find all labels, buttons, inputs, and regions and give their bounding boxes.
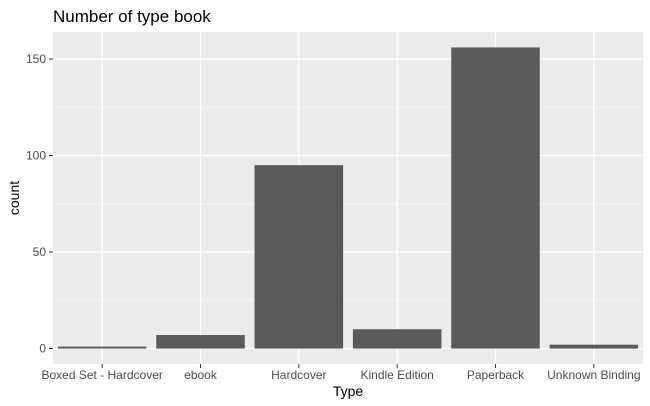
x-tick-label: Paperback xyxy=(467,368,525,382)
chart-title: Number of type book xyxy=(53,7,211,26)
bar xyxy=(57,346,147,349)
x-tick-label: ebook xyxy=(184,368,218,382)
y-axis: 0 50 100 150 xyxy=(26,52,53,356)
x-tick-label: Kindle Edition xyxy=(360,368,433,382)
x-axis: Boxed Set - Hardcover ebook Hardcover Kindl… xyxy=(41,364,641,382)
bar xyxy=(352,329,442,349)
x-tick-label: Boxed Set - Hardcover xyxy=(41,368,162,382)
y-tick-label: 50 xyxy=(33,245,47,259)
bars xyxy=(57,47,639,349)
bar xyxy=(451,47,540,349)
y-tick-label: 100 xyxy=(26,149,46,163)
y-axis-title: count xyxy=(6,181,22,215)
x-tick-label: Hardcover xyxy=(271,368,326,382)
plot-panel xyxy=(53,32,643,364)
x-tick-label: Unknown Binding xyxy=(547,368,640,382)
y-tick-label: 150 xyxy=(26,52,46,66)
bar xyxy=(254,165,344,349)
bar xyxy=(156,335,245,349)
x-axis-title: Type xyxy=(333,383,364,399)
y-tick-label: 0 xyxy=(39,342,46,356)
bar xyxy=(549,344,639,349)
